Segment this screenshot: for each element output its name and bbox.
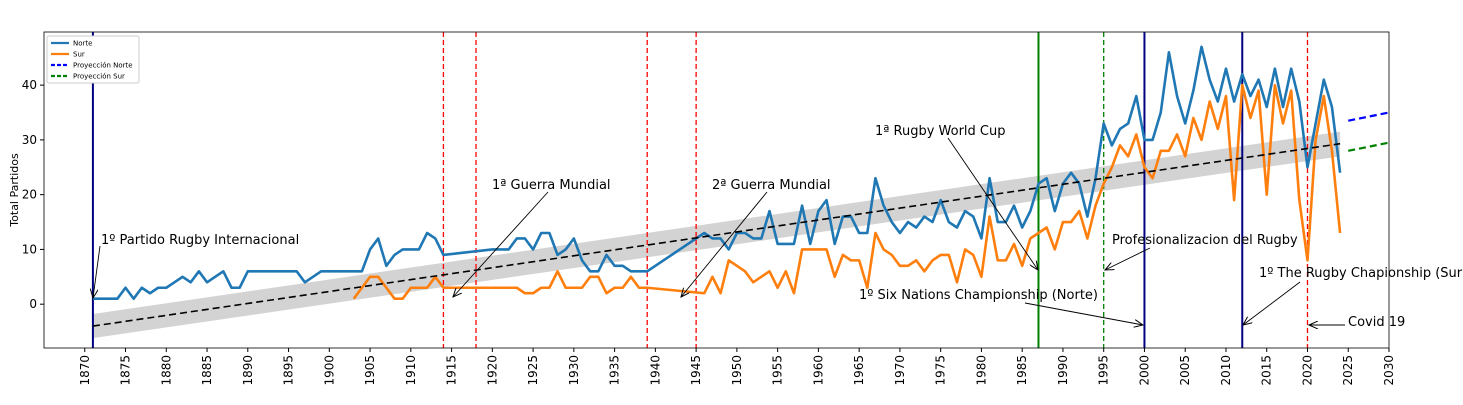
x-tick-label: 1940 [648,355,662,386]
x-tick-label: 2010 [1219,355,1233,386]
annotation: 2ª Guerra Mundial [712,178,831,193]
annotation: 1º The Rugby Chapionship (Sur) [1259,266,1463,281]
x-tick-label: 1970 [893,355,907,386]
x-tick-label: 1920 [485,355,499,386]
series-line [92,45,1342,301]
x-tick-label: 1875 [119,355,133,386]
x-tick-label: 1880 [159,355,173,386]
x-tick-label: 1915 [445,355,459,386]
x-tick-label: 2015 [1260,355,1274,386]
x-tick-label: 1890 [241,355,255,386]
annotation: 1ª Rugby World Cup [875,124,1006,139]
legend-label: Proyección Norte [73,62,133,70]
x-tick-label: 2000 [1137,355,1151,386]
x-tick-label: 1980 [974,355,988,386]
legend-box [46,35,140,84]
x-tick-label: 1895 [282,355,296,386]
x-tick-label: 1975 [934,355,948,386]
annotation-arrow [1024,302,1143,325]
y-tick-label: 30 [22,133,37,147]
x-tick-label: 1945 [689,355,703,386]
x-tick-label: 1990 [1056,355,1070,386]
x-tick-label: 1995 [1097,355,1111,386]
x-tick-label: 1960 [811,355,825,386]
annotation-arrow [453,191,549,297]
x-tick-label: 1905 [363,355,377,386]
trend-line [92,142,1341,327]
annotation: 1º Partido Rugby Internacional [101,233,299,248]
annotation: Covid 19 [1348,315,1405,330]
annotation-arrow [1105,247,1151,270]
x-tick-label: 1870 [78,355,92,386]
annotation-arrow [1243,281,1301,325]
legend: Norte Sur Proyección Norte Proyección Sur [46,35,140,84]
x-tick-label: 1885 [200,355,214,386]
x-tick-label: 1955 [771,355,785,386]
y-axis-label: Total Partidos [8,153,21,228]
y-tick-label: 0 [29,297,37,311]
plot-area [91,32,1389,348]
annotation-arrow [681,191,768,297]
x-tick-label: 1985 [1015,355,1029,386]
y-tick-label: 10 [22,242,37,256]
projection-line [1348,141,1389,152]
legend-label: Proyección Sur [73,73,125,81]
x-tick-label: 1925 [526,355,540,386]
legend-label: Sur [73,51,85,59]
x-tick-label: 1910 [404,355,418,386]
projection-line [1348,111,1389,122]
annotation: 1ª Guerra Mundial [492,178,611,193]
x-tick-label: 1965 [852,355,866,386]
x-tick-label: 2025 [1341,355,1355,386]
y-tick-label: 40 [22,78,37,92]
x-tick-label: 1935 [608,355,622,386]
y-tick-label: 20 [22,188,37,202]
x-tick-label: 2030 [1382,355,1396,386]
x-tick-label: 1930 [567,355,581,386]
legend-label: Norte [73,40,92,48]
annotation-arrow [947,137,1038,270]
annotation-arrow [93,245,101,298]
plot-frame [43,31,1390,349]
x-tick-label: 2020 [1300,355,1314,386]
annotation: Profesionalizacion del Rugby [1112,233,1298,248]
x-tick-label: 1950 [730,355,744,386]
x-tick-label: 2005 [1178,355,1192,386]
x-tick-label: 1900 [322,355,336,386]
series-line [352,83,1342,301]
annotation: 1º Six Nations Championship (Norte) [859,288,1098,303]
